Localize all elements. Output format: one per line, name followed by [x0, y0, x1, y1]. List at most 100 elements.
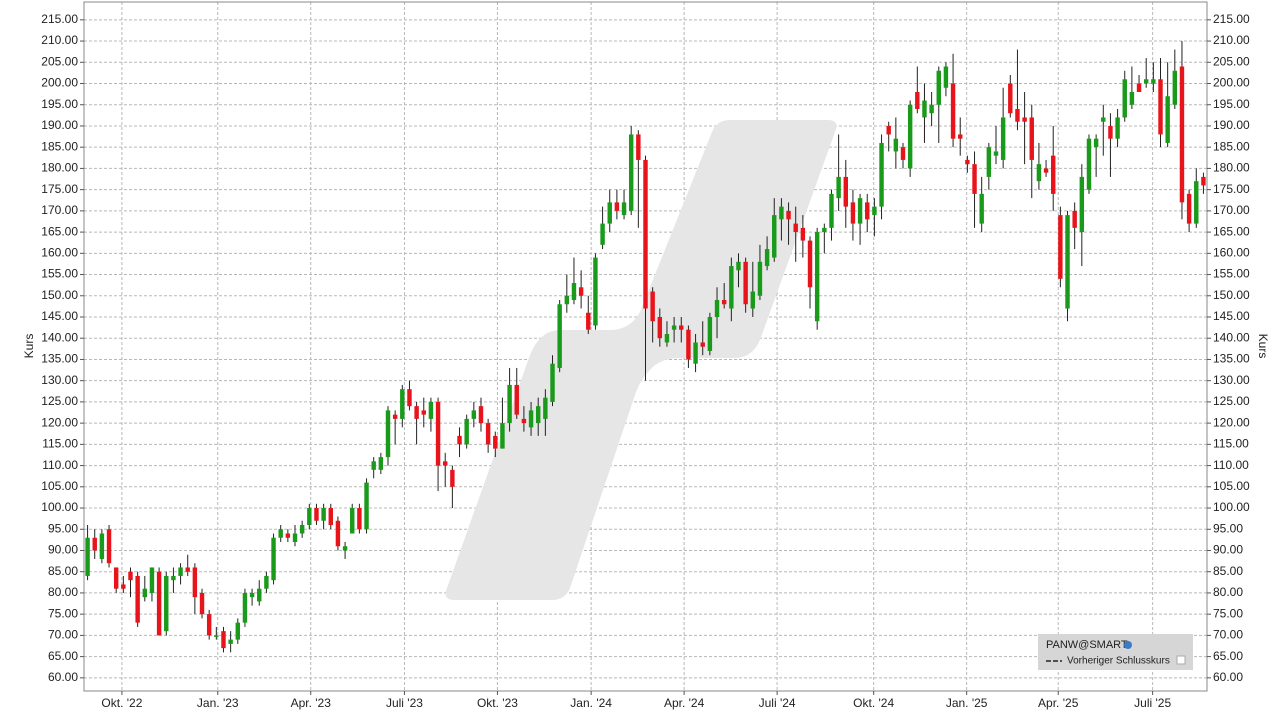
- candle-body: [643, 159, 648, 309]
- candle-body: [614, 202, 620, 211]
- y-tick-label: 95.00: [48, 521, 78, 535]
- y2-tick-label: 65.00: [1213, 649, 1243, 663]
- candle-body: [249, 592, 255, 598]
- candle-body: [1000, 117, 1006, 160]
- candle-body: [421, 410, 426, 415]
- candle-body: [500, 423, 505, 449]
- candle-body: [521, 418, 527, 424]
- candle-body: [872, 206, 877, 216]
- candle-body: [164, 575, 169, 632]
- candle-body: [1015, 108, 1020, 122]
- legend-item: Vorheriger Schlusskurs: [1067, 656, 1170, 667]
- y-tick-label: 185.00: [41, 139, 78, 153]
- y2-tick-label: 145.00: [1213, 309, 1250, 323]
- candle-body: [764, 249, 770, 267]
- candle-body: [321, 508, 326, 521]
- legend-checkbox[interactable]: [1176, 655, 1186, 665]
- candle-body: [822, 227, 827, 233]
- candle-body: [156, 571, 162, 636]
- x-tick-label: Okt. '22: [101, 696, 142, 710]
- y2-tick-label: 185.00: [1213, 139, 1250, 153]
- candle-body: [671, 325, 677, 330]
- y2-axis-title: Kurs: [1256, 334, 1270, 359]
- x-tick-label: Okt. '23: [477, 696, 518, 710]
- y-tick-label: 105.00: [41, 479, 78, 493]
- y2-tick-label: 155.00: [1213, 267, 1250, 281]
- y2-tick-label: 125.00: [1213, 394, 1250, 408]
- candle-body: [464, 418, 469, 445]
- candle-body: [936, 70, 941, 105]
- watermark: [445, 120, 837, 600]
- y2-tick-label: 170.00: [1213, 203, 1250, 217]
- candle-body: [428, 401, 434, 419]
- candle-body: [113, 567, 119, 589]
- candle-body: [235, 622, 241, 640]
- y2-tick-label: 175.00: [1213, 182, 1250, 196]
- candle-body: [1022, 117, 1027, 122]
- y2-tick-label: 190.00: [1213, 118, 1250, 132]
- candle-body: [721, 300, 727, 305]
- y-tick-label: 170.00: [41, 203, 78, 217]
- y2-tick-label: 105.00: [1213, 479, 1250, 493]
- candle-body: [128, 571, 133, 581]
- x-tick-label: Juli '25: [1134, 696, 1171, 710]
- candle-body: [893, 138, 899, 152]
- candle-body: [1029, 117, 1034, 160]
- candle-body: [729, 266, 734, 309]
- candle-body: [1086, 138, 1092, 190]
- candle-body: [414, 406, 419, 419]
- candle-body: [628, 134, 634, 211]
- candle-body: [571, 283, 577, 301]
- candle-body: [1129, 91, 1135, 105]
- plot-frame: [83, 1, 1208, 692]
- x-tick-label: Apr. '23: [291, 696, 332, 710]
- candles: [85, 41, 1206, 653]
- candle-body: [271, 537, 276, 581]
- candle-body: [650, 291, 655, 322]
- candle-body: [206, 614, 212, 636]
- candle-body: [385, 410, 391, 458]
- candle-body: [514, 384, 519, 415]
- y-tick-label: 205.00: [41, 54, 78, 68]
- candle-body: [450, 469, 455, 487]
- y-tick-label: 165.00: [41, 224, 78, 238]
- candle-body: [836, 176, 841, 199]
- candle-body: [621, 202, 627, 216]
- candle-body: [1158, 79, 1163, 135]
- y2-tick-label: 195.00: [1213, 97, 1250, 111]
- candle-body: [1101, 117, 1106, 122]
- candle-body: [149, 567, 155, 593]
- y-tick-label: 200.00: [41, 76, 78, 90]
- candle-body: [972, 164, 977, 194]
- candle-body: [264, 575, 269, 589]
- candle-body: [686, 329, 691, 360]
- candle-body: [99, 533, 105, 559]
- legend-box: [1038, 634, 1193, 670]
- y-tick-label: 70.00: [48, 628, 78, 642]
- legend-icon: [1124, 641, 1132, 649]
- candle-body: [907, 104, 913, 169]
- candle-body: [843, 176, 848, 207]
- y-tick-label: 110.00: [42, 458, 78, 472]
- y-tick-label: 100.00: [41, 500, 78, 514]
- candle-body: [750, 291, 756, 309]
- candle-body: [829, 193, 834, 228]
- candle-body: [557, 304, 562, 368]
- candle-body: [800, 227, 806, 241]
- candle-body: [257, 588, 262, 602]
- candle-body: [171, 575, 176, 581]
- candle-body: [922, 100, 927, 118]
- y2-tick-label: 115.00: [1213, 437, 1249, 451]
- candle-body: [1065, 215, 1070, 309]
- y-tick-label: 135.00: [41, 352, 78, 366]
- candle-body: [564, 295, 570, 305]
- y-tick-label: 65.00: [48, 649, 78, 663]
- candle-body: [400, 389, 405, 419]
- y-tick-label: 140.00: [41, 330, 78, 344]
- y2-tick-label: 150.00: [1213, 288, 1250, 302]
- candle-body: [192, 567, 198, 598]
- x-tick-label: Apr. '24: [664, 696, 705, 710]
- candle-body: [307, 508, 312, 526]
- y2-tick-label: 110.00: [1213, 458, 1249, 472]
